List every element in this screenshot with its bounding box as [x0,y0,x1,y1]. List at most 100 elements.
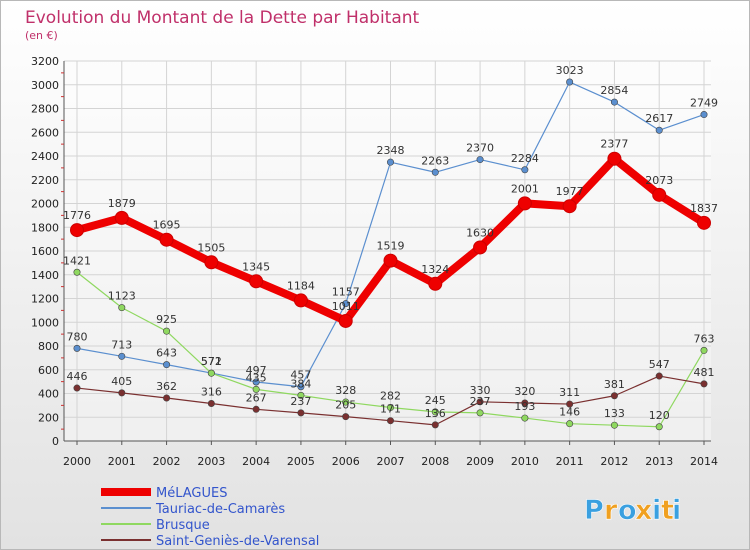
y-tick-label: 1200 [31,293,59,306]
x-tick-label: 2009 [466,455,494,468]
logo-letter: t [661,495,674,526]
data-label-melagues: 1505 [197,241,225,254]
y-tick-label: 2400 [31,150,59,163]
data-point-melagues [70,223,84,238]
data-point-tauriac-de-camares [342,300,350,308]
data-label-saint-genies-de-varensal: 136 [425,407,446,420]
data-label-tauriac-de-camares: 2263 [421,154,449,167]
data-label-brusque: 1123 [108,290,136,303]
data-point-saint-genies-de-varensal [700,380,708,388]
data-label-brusque: 1421 [63,254,91,267]
data-point-melagues [159,232,174,247]
data-point-melagues [562,199,577,214]
data-label-tauriac-de-camares: 2284 [511,152,539,165]
data-point-melagues [204,255,219,270]
x-tick-label: 2006 [332,455,360,468]
data-point-brusque [610,421,618,429]
data-point-melagues [697,215,711,230]
y-tick-label: 2600 [31,126,59,139]
data-label-brusque: 133 [604,407,625,420]
y-tick-label: 3000 [31,79,59,92]
data-point-melagues [652,187,667,202]
data-point-saint-genies-de-varensal [342,413,350,421]
logo-letter: i [652,495,661,526]
data-label-saint-genies-de-varensal: 362 [156,380,177,393]
legend-label: Brusque [156,518,210,533]
data-point-tauriac-de-camares [566,78,574,86]
data-label-saint-genies-de-varensal: 330 [470,384,491,397]
data-label-brusque: 146 [559,406,580,419]
data-point-saint-genies-de-varensal [566,400,574,408]
data-label-brusque: 435 [246,371,267,384]
data-label-saint-genies-de-varensal: 267 [246,391,267,404]
data-point-saint-genies-de-varensal [431,421,439,429]
y-tick-label: 0 [52,435,59,448]
x-tick-label: 2005 [287,455,315,468]
data-point-saint-genies-de-varensal [521,399,529,407]
data-label-tauriac-de-camares: 457 [290,369,311,382]
y-tick-label: 800 [38,340,59,353]
data-label-brusque: 763 [694,332,715,345]
x-tick-label: 2013 [645,455,673,468]
data-label-saint-genies-de-varensal: 205 [335,399,356,412]
data-point-saint-genies-de-varensal [163,394,171,402]
logo-letter: P [584,495,604,526]
data-point-brusque [566,420,574,428]
data-point-brusque [431,408,439,416]
y-tick-label: 1600 [31,245,59,258]
data-label-brusque: 384 [290,377,311,390]
data-point-tauriac-de-camares [297,383,305,391]
x-tick-label: 2008 [421,455,449,468]
y-tick-label: 1800 [31,221,59,234]
data-label-saint-genies-de-varensal: 311 [559,386,580,399]
y-tick-label: 2000 [31,198,59,211]
data-label-brusque: 245 [425,394,446,407]
data-label-brusque: 571 [201,355,222,368]
data-label-tauriac-de-camares: 2617 [645,112,673,125]
x-tick-label: 2007 [377,455,405,468]
data-point-saint-genies-de-varensal [386,417,394,425]
data-label-brusque: 237 [470,395,491,408]
data-label-saint-genies-de-varensal: 446 [67,370,88,383]
data-label-tauriac-de-camares: 1157 [332,286,360,299]
data-label-saint-genies-de-varensal: 405 [111,375,132,388]
y-tick-label: 1000 [31,316,59,329]
data-label-brusque: 193 [514,400,535,413]
data-labels: 780 713 643 572 497 457 1157 2348 2263 2370 2284 30… [63,64,718,422]
data-label-melagues: 1837 [690,202,718,215]
data-point-melagues [517,196,532,211]
data-point-brusque [386,404,394,412]
y-tick-label: 1400 [31,269,59,282]
data-label-saint-genies-de-varensal: 381 [604,378,625,391]
x-tick-label: 2012 [600,455,628,468]
legend-label: Tauriac-de-Camarès [155,502,285,517]
legend-label: MéLAGUES [156,486,227,501]
data-label-saint-genies-de-varensal: 320 [514,385,535,398]
data-label-tauriac-de-camares: 713 [111,338,132,351]
data-point-brusque [252,385,260,393]
x-tick-label: 2011 [556,455,584,468]
data-label-melagues: 1324 [421,263,449,276]
data-label-melagues: 1519 [377,240,405,253]
data-point-brusque [342,398,350,406]
data-label-melagues: 1011 [332,300,360,313]
data-point-melagues [114,210,129,225]
data-point-tauriac-de-camares [476,156,484,164]
x-tick-label: 2000 [63,455,91,468]
data-point-tauriac-de-camares [431,168,439,176]
data-point-saint-genies-de-varensal [252,405,260,413]
data-point-brusque [118,304,126,312]
data-point-brusque [700,346,708,354]
data-label-tauriac-de-camares: 497 [246,364,267,377]
data-label-brusque: 282 [380,390,401,403]
data-point-tauriac-de-camares [655,126,663,134]
data-point-brusque [73,268,81,276]
data-point-tauriac-de-camares [386,158,394,166]
data-point-melagues [249,274,264,289]
data-point-saint-genies-de-varensal [207,399,215,407]
x-tick-label: 2001 [108,455,136,468]
data-point-saint-genies-de-varensal [476,398,484,406]
